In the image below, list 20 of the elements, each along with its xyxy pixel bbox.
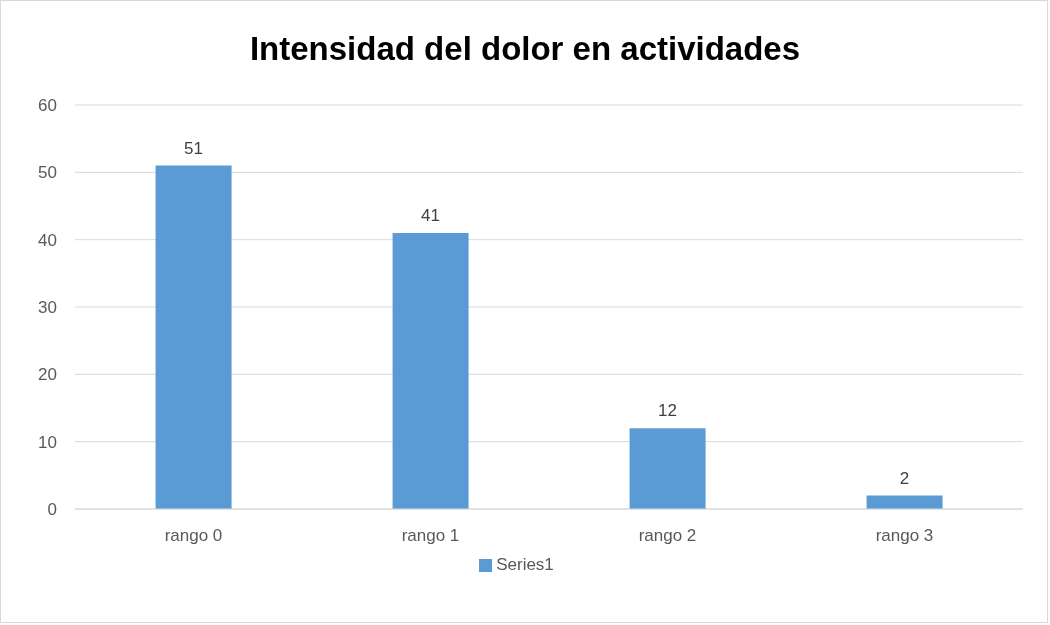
y-tick-label: 50 [38, 163, 57, 183]
data-label: 12 [658, 401, 678, 421]
y-tick-label: 30 [38, 298, 57, 318]
bar [629, 428, 706, 509]
y-tick-label: 10 [38, 432, 57, 452]
y-tick-label: 60 [38, 96, 57, 116]
legend-label: Series1 [496, 555, 554, 574]
y-tick-label: 20 [38, 365, 57, 385]
x-tick-label: rango 3 [875, 526, 934, 546]
bar [155, 165, 232, 509]
bar [392, 232, 469, 509]
x-tick-label: rango 1 [401, 526, 460, 546]
x-tick-label: rango 2 [638, 526, 697, 546]
data-label: 2 [899, 468, 910, 488]
y-tick-label: 0 [47, 500, 57, 520]
chart-title: Intensidad del dolor en actividades [248, 30, 802, 68]
y-tick-label: 40 [38, 230, 57, 250]
data-label: 41 [421, 205, 441, 225]
data-label: 51 [184, 138, 204, 158]
x-tick-label: rango 0 [164, 526, 223, 546]
